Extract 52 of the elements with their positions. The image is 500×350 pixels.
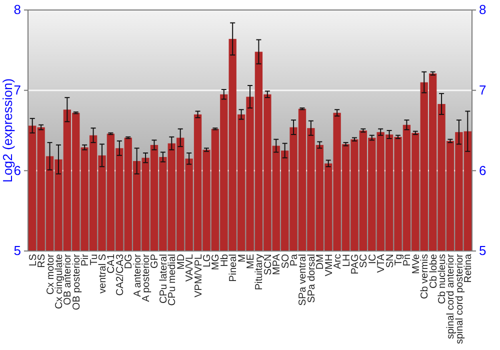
y2-tick-label: 5	[479, 243, 486, 258]
y2-tick-label: 6	[479, 162, 486, 178]
x-tick-label: ME	[246, 254, 256, 269]
x-tick-label: CPu medial	[167, 254, 178, 306]
x-tick-label: Retina	[463, 254, 474, 283]
x-tick-label: Tu	[88, 254, 100, 266]
x-tick-label: RS	[36, 254, 48, 268]
x-tick-label: CPu lateral	[158, 254, 170, 304]
x-tick-label: Pir	[80, 253, 92, 266]
x-tick-label: PAG	[350, 254, 361, 274]
x-tick-label: Cb lobe	[428, 254, 440, 288]
x-tick-label: CA1	[106, 254, 118, 274]
x-tick-label: LG	[202, 254, 213, 268]
x-tick-label: GP	[150, 254, 161, 268]
x-tick-label: A posterior	[141, 253, 152, 302]
x-tick-label: LS	[28, 254, 39, 266]
x-tick-label: Pituitary	[254, 254, 266, 290]
x-tick-label: SCN	[262, 254, 274, 276]
x-tick-label: Arc	[332, 254, 344, 269]
x-tick-label: VPM/VPL	[193, 254, 204, 298]
x-tick-label: SN	[384, 254, 396, 268]
x-tick-label: LH	[341, 254, 352, 267]
x-tick-label: IC	[367, 254, 378, 264]
y-tick-label: 8	[14, 2, 21, 18]
x-tick-label: OB anterior	[62, 253, 74, 306]
x-tick-label: ventral S	[98, 254, 108, 294]
x-tick-label: DG	[124, 254, 135, 269]
x-tick-label: spinal cord anterior	[446, 253, 457, 340]
x-tick-label: SPa dorsal	[306, 254, 318, 303]
y2-tick-label: 7	[479, 82, 486, 98]
x-tick-label: DM	[315, 254, 326, 270]
y-tick-label: 7	[14, 82, 21, 98]
x-tick-label: SO	[280, 254, 292, 268]
y-tick-label: 5	[14, 243, 21, 258]
x-tick-label: MVe	[410, 254, 422, 274]
x-tick-label: spinal cord posterior	[454, 253, 466, 344]
x-tick-label: M	[236, 254, 248, 262]
x-tick-label: OB posterior	[71, 253, 82, 310]
x-tick-label: Cx cingulate	[54, 254, 65, 310]
x-tick-label: A anterior	[132, 253, 144, 297]
x-tick-label: SC	[358, 254, 370, 268]
x-tick-label: MPA	[272, 254, 283, 275]
x-tick-label: Tg	[394, 254, 404, 266]
x-tick-label: CA2/CA3	[114, 254, 126, 296]
y-tick-label: 6	[14, 162, 21, 178]
x-tick-label: Pineal	[228, 254, 240, 282]
x-tick-label: VMH	[324, 254, 335, 276]
y2-tick-label: 8	[479, 2, 486, 18]
x-tick-label: VTA	[376, 254, 388, 273]
x-tick-label: Pn	[402, 254, 414, 266]
y-axis-title: Log2 (expression)	[0, 78, 15, 183]
x-tick-label: Hb	[219, 254, 230, 267]
